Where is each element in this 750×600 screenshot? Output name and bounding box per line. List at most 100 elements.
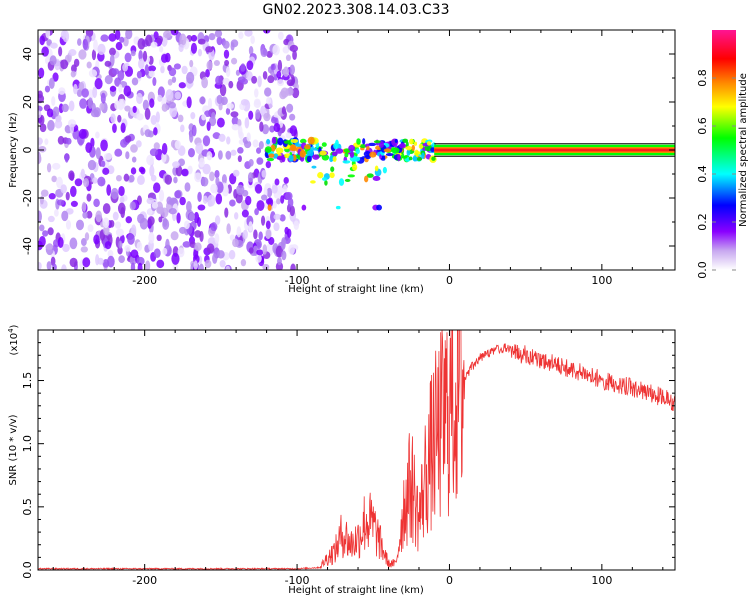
spectrogram-signal-blob xyxy=(312,154,320,160)
spectrogram-noise-blob xyxy=(189,212,195,222)
spectrogram-noise-blob xyxy=(95,147,101,160)
spectrogram-signal-blob xyxy=(299,150,306,158)
spectrogram-signal-blob xyxy=(335,148,344,154)
spectrogram-noise-blob xyxy=(180,124,185,133)
spectrogram-noise-blob xyxy=(201,114,207,121)
spectrogram-noise-blob xyxy=(214,215,221,225)
snr-y-ticks: 0.0 0.5 1.0 1.5 xyxy=(21,342,675,579)
spectrogram-noise-blob xyxy=(91,49,97,61)
colorbar-label: Normalized spectral amplitude xyxy=(738,73,749,227)
spectrogram-noise-blob xyxy=(85,142,93,154)
spectrogram-noise-blob xyxy=(190,112,196,120)
spectrogram-noise-blob xyxy=(266,97,271,105)
spectrogram-noise-blob xyxy=(240,63,246,72)
spectrogram-noise-blob xyxy=(218,133,226,142)
spectrogram-noise-blob xyxy=(235,192,243,204)
spectrogram-noise-blob xyxy=(281,106,286,115)
spectrogram-noise-blob xyxy=(146,197,155,205)
spectrogram-signal-blob xyxy=(408,156,413,161)
spectrogram-signal-blob xyxy=(307,149,314,157)
spectrogram-noise-blob xyxy=(124,135,132,143)
spectrogram-noise-blob xyxy=(161,151,167,163)
spectrogram-noise-blob xyxy=(56,199,65,206)
colorbar-tick-label: 0.0 xyxy=(696,261,709,279)
spectrogram-signal-blob xyxy=(402,155,408,159)
spectrogram-noise-blob xyxy=(57,237,64,248)
spectrogram-noise-blob xyxy=(125,216,133,224)
spectrogram-noise-blob xyxy=(285,54,291,62)
spectrogram-noise-blob xyxy=(242,229,248,240)
spectrogram-noise-blob xyxy=(258,231,263,241)
spectrogram-noise-blob xyxy=(149,148,159,157)
spectrogram-noise-blob xyxy=(225,265,231,270)
spectrogram-noise-blob xyxy=(38,94,45,104)
spectrogram-signal-blob xyxy=(301,204,307,211)
spectrogram-noise-blob xyxy=(111,68,120,75)
spectrogram-noise-blob xyxy=(162,247,168,255)
spectrogram-noise-blob xyxy=(100,139,108,152)
spectrogram-noise-blob xyxy=(225,66,231,78)
spectrogram-noise-blob xyxy=(217,250,225,259)
spectrogram-noise-blob xyxy=(283,177,289,184)
spectrogram-noise-blob xyxy=(171,252,180,265)
spectrogram-noise-blob xyxy=(181,168,189,177)
spectrogram-noise-blob xyxy=(202,163,211,175)
spectrogram-noise-blob xyxy=(146,154,154,166)
spectrogram-noise-blob xyxy=(81,201,87,212)
spectrogram-noise-blob xyxy=(117,70,125,81)
spectrogram-noise-blob xyxy=(254,183,263,194)
spectrogram-noise-blob xyxy=(153,142,160,150)
spectrogram-noise-blob xyxy=(48,77,55,90)
spectrogram-noise-blob xyxy=(51,175,57,183)
spectrogram-signal-blob xyxy=(271,136,277,145)
spectrogram-noise-blob xyxy=(262,263,270,270)
spectrogram-noise-blob xyxy=(74,178,83,187)
spectrogram-signal-blob xyxy=(329,156,334,163)
spectrogram-noise-blob xyxy=(273,222,280,232)
spectrogram-noise-blob xyxy=(83,177,90,188)
spectrogram-noise-blob xyxy=(230,111,239,118)
spectrogram-signal-blob xyxy=(414,149,419,158)
spectrogram-noise-blob xyxy=(124,105,131,112)
spectrogram-noise-blob xyxy=(136,256,145,266)
spectrogram-signal-blob xyxy=(264,146,272,153)
spectrogram-noise-blob xyxy=(136,92,143,105)
spectrogram-signal-blob xyxy=(338,178,345,186)
spectrogram-noise-blob xyxy=(47,119,55,132)
spectrogram-noise-blob xyxy=(38,152,42,164)
spectrogram-noise-blob xyxy=(186,71,195,84)
spectrogram-noise-blob xyxy=(150,115,158,126)
spectrogram-signal-blob xyxy=(313,147,318,151)
spectrogram-noise-blob xyxy=(248,46,254,56)
spectrogram-signal-blob xyxy=(405,141,409,148)
spectrogram-signal-blob xyxy=(383,148,392,153)
spectrogram-signal-blob xyxy=(275,147,284,154)
spectrogram-noise-blob xyxy=(117,202,126,215)
spectrogram-noise-blob xyxy=(87,97,93,109)
spectrogram-noise-blob xyxy=(198,263,204,270)
spectrogram-y-tick-label: -20 xyxy=(21,189,34,207)
spectrogram-noise-blob xyxy=(215,176,220,186)
spectrogram-noise-blob xyxy=(39,195,44,205)
spectrogram-noise-blob xyxy=(222,40,230,49)
spectrogram-signal-blob xyxy=(385,153,394,157)
spectrogram-noise-blob xyxy=(158,189,165,202)
spectrogram-signal-blob xyxy=(352,163,358,171)
spectrogram-signal-blob xyxy=(421,152,425,160)
spectrogram-noise-blob xyxy=(224,207,229,218)
spectrogram-noise-blob xyxy=(99,102,105,111)
spectrogram-noise-blob xyxy=(44,138,49,145)
spectrogram-noise-blob xyxy=(92,177,98,184)
spectrogram-noise-blob xyxy=(101,160,106,168)
spectrogram-noise-blob xyxy=(93,234,100,245)
spectrogram-noise-blob xyxy=(148,70,155,78)
spectrogram-noise-blob xyxy=(109,85,117,92)
spectrogram-noise-blob xyxy=(230,149,237,156)
snr-x-ticks: -200 -100 0 100 xyxy=(52,330,664,587)
spectrogram-noise-blob xyxy=(292,50,297,61)
colorbar-gradient xyxy=(712,30,736,270)
spectrogram-noise-blob xyxy=(44,85,51,93)
spectrogram-noise-blob xyxy=(124,245,131,252)
spectrogram-noise-blob xyxy=(151,201,159,209)
spectrogram-signal-blob xyxy=(349,151,355,158)
